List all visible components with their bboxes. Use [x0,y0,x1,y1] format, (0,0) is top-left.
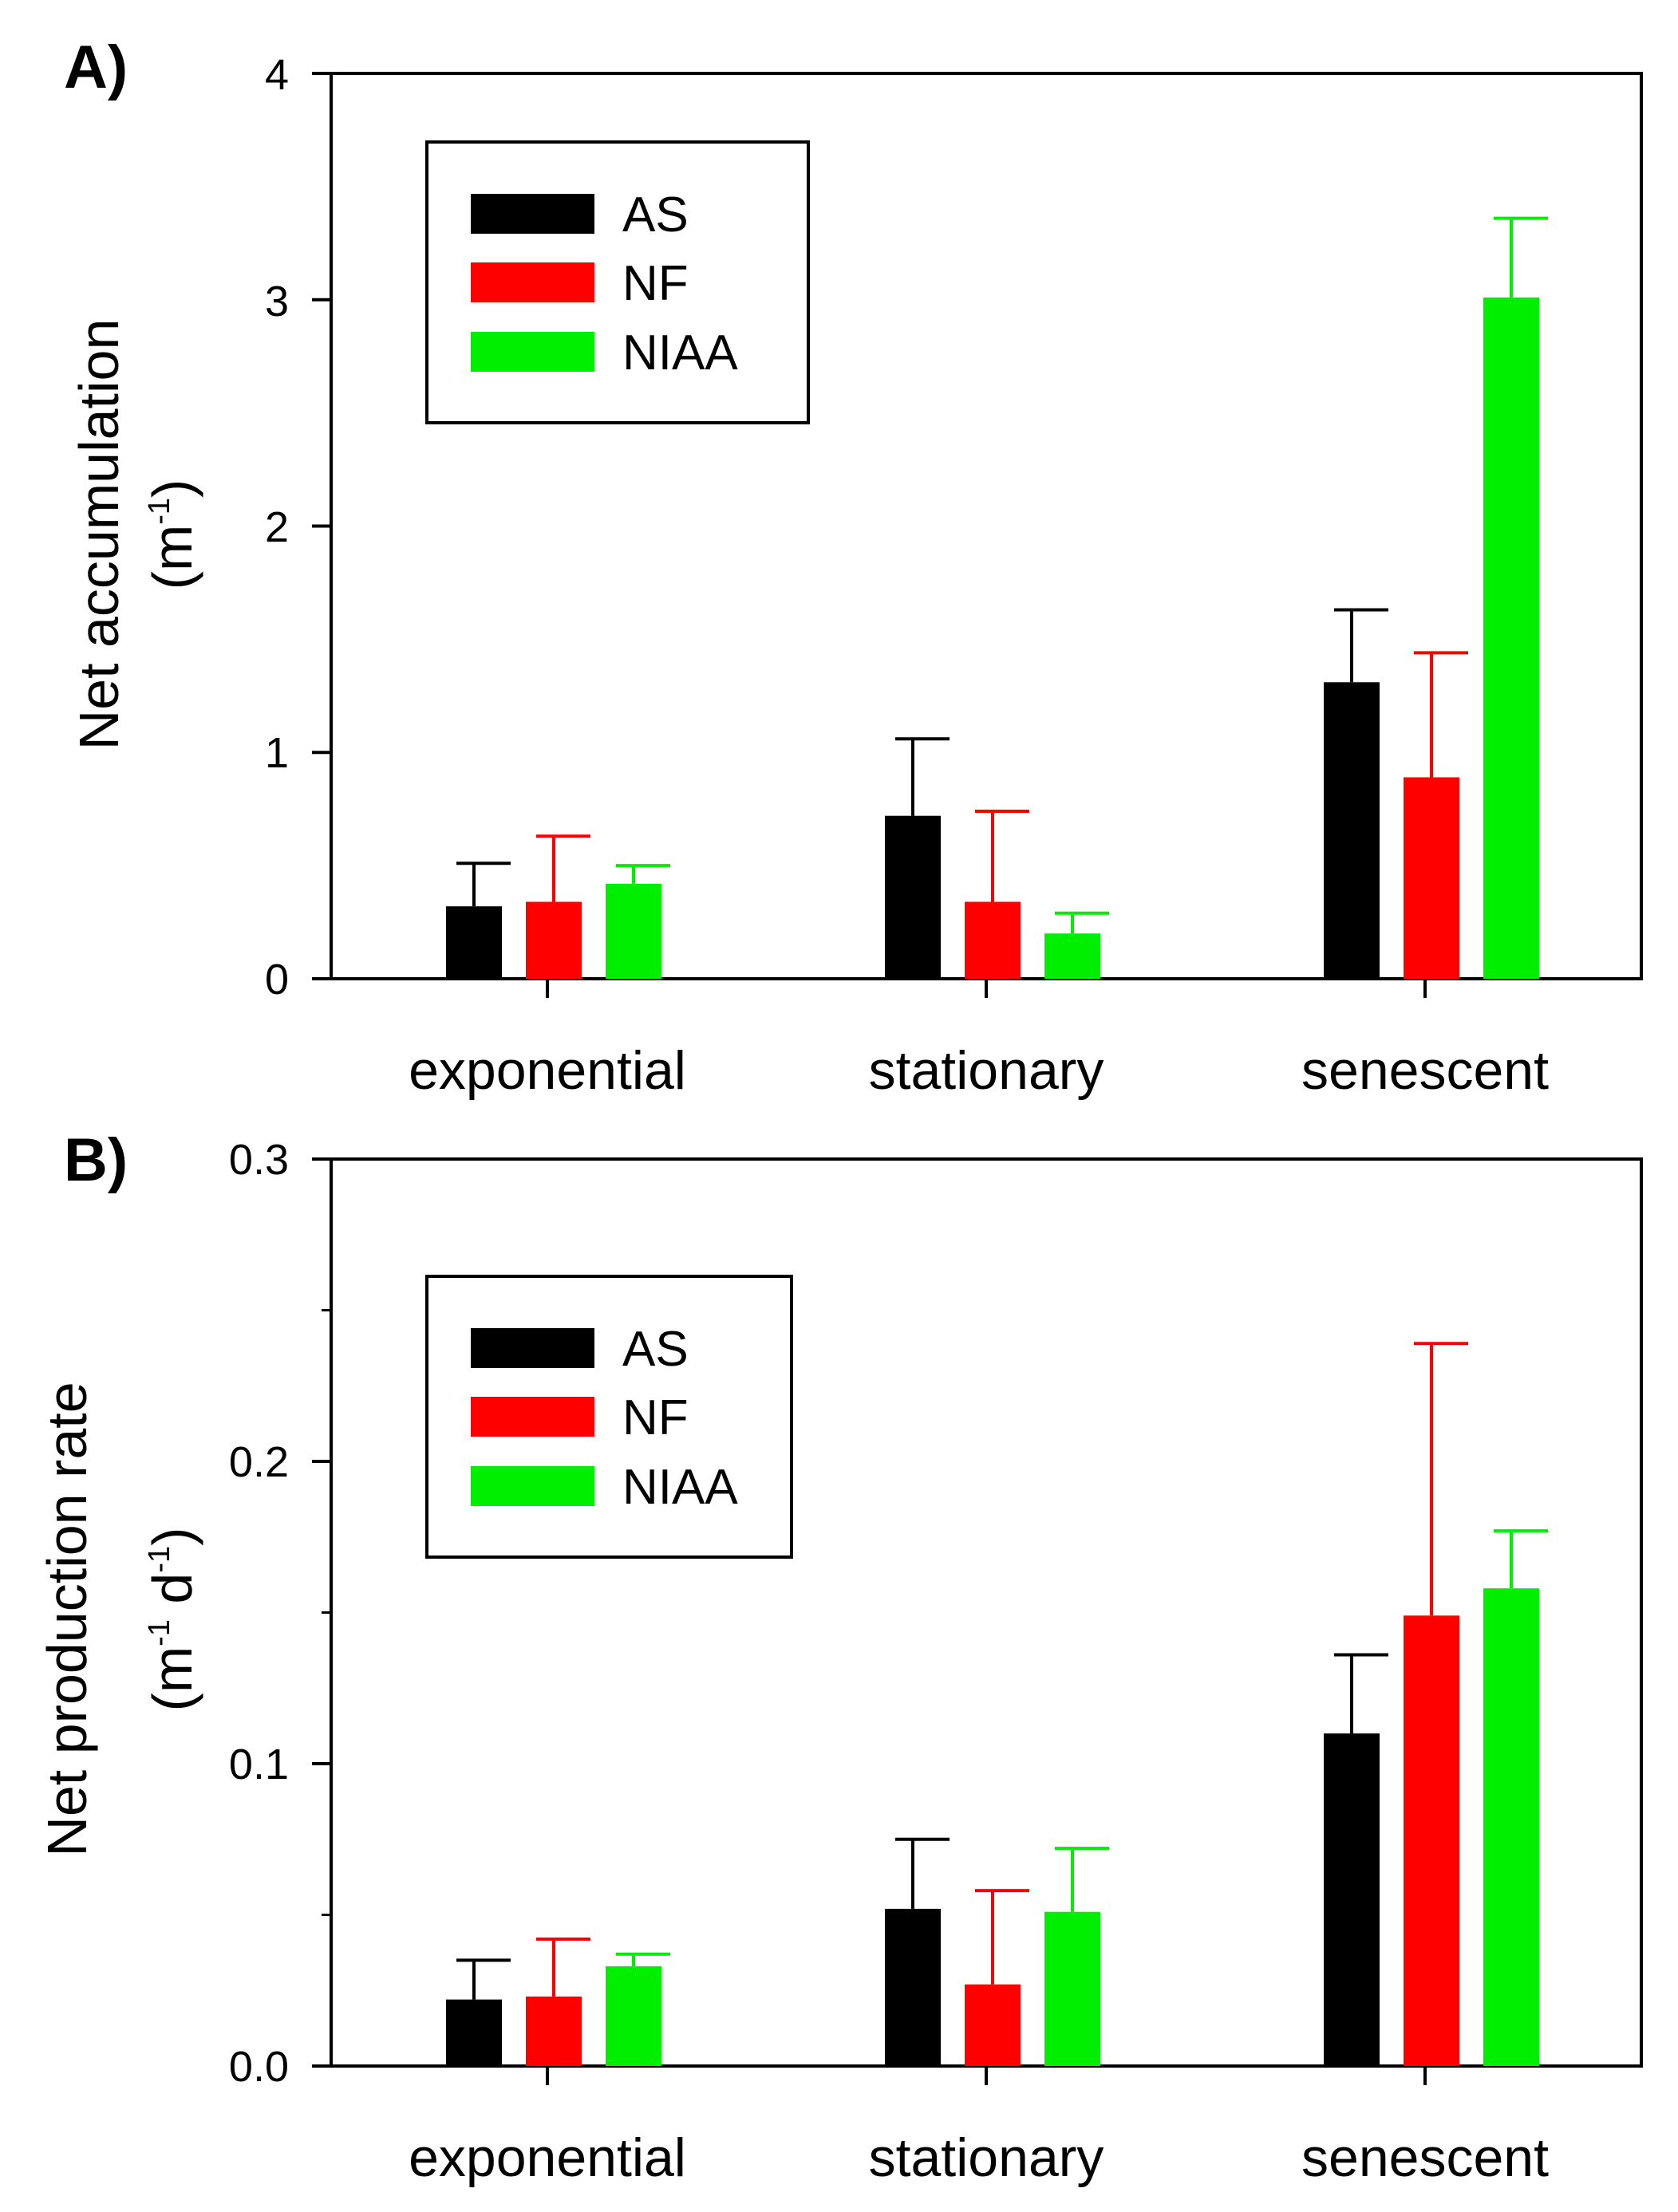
panel-a-bar-as-stationary [885,815,941,979]
panel-b-y-ticks: 0.0 0.1 0.2 0.3 [229,1136,289,2091]
panel-b-legend-swatch-nf [471,1397,594,1437]
panel-a-y-axis-unit: (m-1) [141,479,203,590]
panel-a-y-axis-title: Net accumulation [68,319,130,751]
panel-a-bar-as-exponential [446,906,502,979]
panel-a-legend-swatch-nf [471,262,594,302]
panel-b-legend-label-nf: NF [622,1390,689,1445]
panel-b-y-tick-label: 0.2 [229,1438,289,1486]
panel-a-y-tick-label: 0 [265,956,289,1003]
panel-a-y-ticks: 0 1 2 3 4 [265,51,289,1003]
panel-a-bar-nf-stationary [965,901,1021,979]
panel-a-legend-label-nf: NF [622,256,689,311]
panel-b-legend-swatch-as [471,1328,594,1368]
panel-a-bar-nf-senescent [1404,777,1459,979]
panel-b-bar-niaa-exponential [606,1966,661,2066]
panel-b-category-label: senescent [1301,2127,1549,2188]
panel-a-y-tick-label: 2 [265,503,289,551]
panel-b-legend-label-as: AS [622,1322,689,1377]
panel-b-bar-as-senescent [1324,1733,1380,2066]
panel-b-y-tick-marks [312,1157,1427,2085]
panel-b-y-tick-label: 0.3 [229,1136,289,1184]
panel-a-label: A) [64,34,128,101]
panel-a-legend-label-niaa: NIAA [622,325,738,380]
panel-b-y-axis-title: Net production rate [36,1382,98,1856]
panel-b-category-label: stationary [869,2127,1104,2188]
panel-b-bar-nf-exponential [526,1996,582,2066]
panel-a-x-ticks: exponential stationary senescent [409,1040,1549,1101]
panel-a-y-tick-label: 4 [265,51,289,99]
panel-b-bar-as-stationary [885,1908,941,2066]
panel-b-legend-swatch-niaa [471,1466,594,1506]
panel-b-bars [446,1342,1548,2066]
panel-b-bar-nf-senescent [1404,1615,1459,2066]
chart-panel-b: B) Net production rate (m-1 d-1) 0.0 0.1… [36,1126,1643,2188]
panel-a-category-label: exponential [409,1040,686,1101]
panel-b-bar-as-exponential [446,1999,502,2066]
panel-a-legend-swatch-as [471,194,594,234]
panel-b-y-axis-unit: (m-1 d-1) [141,1528,203,1712]
panel-a-bar-nf-exponential [526,901,582,979]
panel-a-category-label: senescent [1301,1040,1549,1101]
panel-b-y-tick-label: 0.0 [229,2043,289,2091]
panel-a-y-tick-label: 1 [265,729,289,777]
panel-b-bar-niaa-senescent [1483,1588,1539,2066]
panel-b-y-tick-label: 0.1 [229,1741,289,1788]
panel-b-label: B) [64,1126,128,1194]
panel-a-bar-niaa-exponential [606,883,661,979]
panel-b-category-label: exponential [409,2127,686,2188]
panel-b-x-ticks: exponential stationary senescent [409,2127,1549,2188]
panel-a-y-tick-label: 3 [265,278,289,325]
panel-b-legend: AS NF NIAA [425,1275,793,1559]
chart-panel-a: A) Net accumulation (m-1) 0 1 2 3 4 expo… [64,34,1643,1101]
panel-b-legend-label-niaa: NIAA [622,1460,738,1515]
panel-b-bar-nf-stationary [965,1984,1021,2066]
panel-a-bar-niaa-senescent [1483,297,1539,980]
panel-a-bar-as-senescent [1324,682,1380,979]
panel-b-bar-niaa-stationary [1044,1911,1100,2066]
panel-a-bars [446,216,1548,980]
panel-a-y-tick-marks [312,72,1427,998]
panel-a-legend: AS NF NIAA [425,140,810,424]
panel-a-category-label: stationary [869,1040,1104,1101]
panel-a-legend-swatch-niaa [471,332,594,372]
panel-a-legend-label-as: AS [622,187,689,242]
panel-a-bar-niaa-stationary [1044,933,1100,979]
